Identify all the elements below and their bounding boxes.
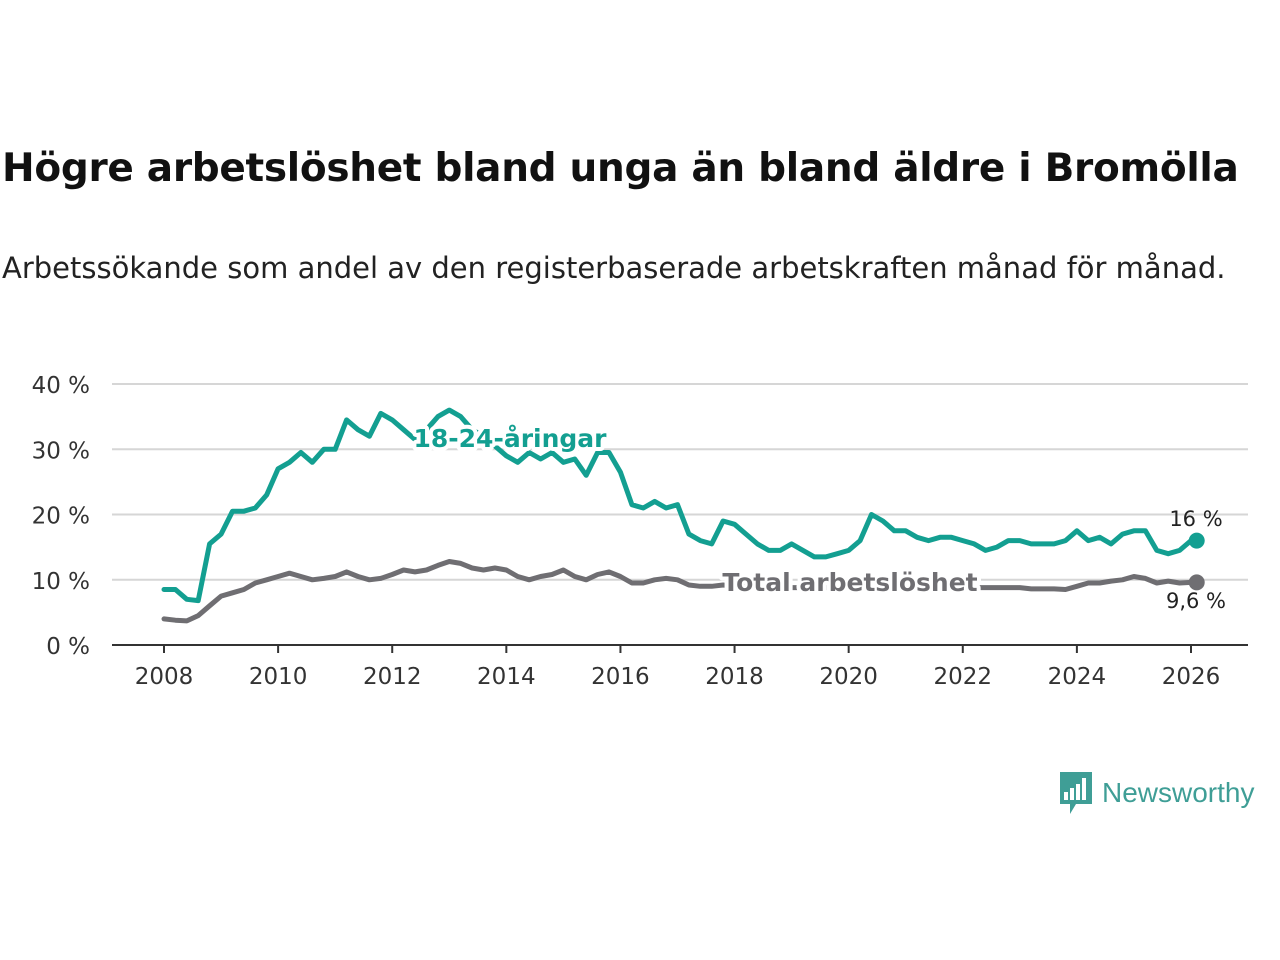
x-tick-label: 2016: [591, 664, 650, 690]
end-label-youth: 16 %: [1169, 507, 1222, 531]
bar-chart-icon: [1060, 772, 1092, 814]
series-end-dot: [1188, 574, 1205, 591]
series-label-youth-halo: 18-24-åringar: [414, 424, 608, 453]
series-end-dot: [1188, 532, 1205, 549]
y-axis-ticks: 0 % 10 % 20 % 30 % 40 %: [32, 373, 90, 660]
series-label-total-halo: Total arbetslöshet: [722, 568, 977, 597]
y-tick-label: 0 %: [46, 634, 90, 660]
x-tick-label: 2012: [363, 664, 422, 690]
x-tick-label: 2018: [705, 664, 764, 690]
grid-lines: [112, 383, 1248, 581]
x-tick-label: 2008: [135, 664, 194, 690]
y-tick-label: 40 %: [32, 373, 90, 399]
chart-title: Högre arbetslöshet bland unga än bland ä…: [2, 146, 1239, 191]
x-tick-label: 2022: [934, 664, 993, 690]
y-tick-label: 30 %: [32, 438, 90, 464]
x-tick-label: 2026: [1162, 664, 1221, 690]
series-lines: [161, 407, 1205, 624]
chart-subtitle: Arbetssökande som andel av den registerb…: [2, 251, 1226, 285]
series-label-youth: 18-24-åringar: [414, 424, 608, 453]
line-chart: 0 % 10 % 20 % 30 % 40 % 2008 2010 2012 2014 2016…: [32, 373, 1248, 690]
series-line: [161, 559, 1200, 624]
series-line: [161, 407, 1200, 604]
y-tick-label: 10 %: [32, 569, 90, 595]
brand-logo: Newsworthy: [1058, 770, 1254, 816]
x-tick-label: 2014: [477, 664, 536, 690]
brand-name: Newsworthy: [1102, 777, 1255, 808]
x-tick-label: 2010: [249, 664, 308, 690]
x-axis: 2008 2010 2012 2014 2016 2018 2020 2022 2024 2026: [112, 644, 1248, 690]
end-label-total: 9,6 %: [1166, 589, 1226, 613]
x-tick-label: 2020: [819, 664, 878, 690]
series-label-total: Total arbetslöshet: [722, 568, 977, 597]
x-tick-label: 2024: [1048, 664, 1107, 690]
y-tick-label: 20 %: [32, 504, 90, 530]
